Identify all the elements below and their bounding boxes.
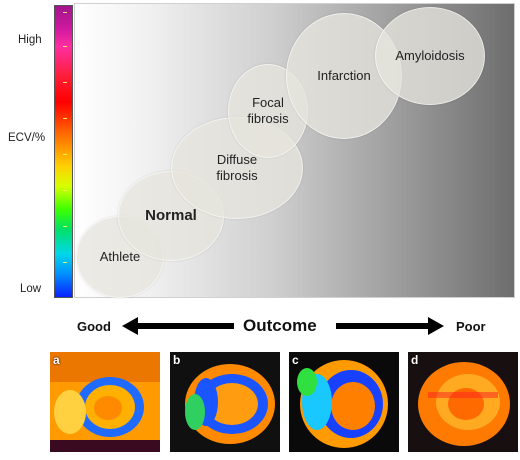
axis-low-label: Low: [20, 283, 42, 295]
mri-image-d: d: [408, 352, 518, 452]
mri-image-b: b: [170, 352, 280, 452]
left-arrow: [122, 317, 234, 335]
mri-label-b: b: [173, 353, 181, 367]
axis-high-label: High: [18, 34, 42, 46]
outcome-title: Outcome: [243, 316, 317, 335]
ecv-spectrum-panel: Athlete Normal Diffuse fibrosis Focal fi…: [74, 3, 515, 298]
mri-label-a: a: [53, 353, 60, 367]
outcome-poor-label: Poor: [456, 319, 486, 334]
bubble-amyloidosis: Amyloidosis: [375, 7, 485, 105]
mri-label-d: d: [411, 353, 419, 367]
mri-image-a: a: [50, 352, 160, 452]
mri-label-c: c: [292, 353, 299, 367]
mri-image-c: c: [289, 352, 399, 452]
ecv-color-bar: [54, 5, 73, 298]
axis-title: ECV/%: [8, 132, 46, 144]
outcome-good-label: Good: [77, 319, 111, 334]
right-arrow: [336, 317, 444, 335]
